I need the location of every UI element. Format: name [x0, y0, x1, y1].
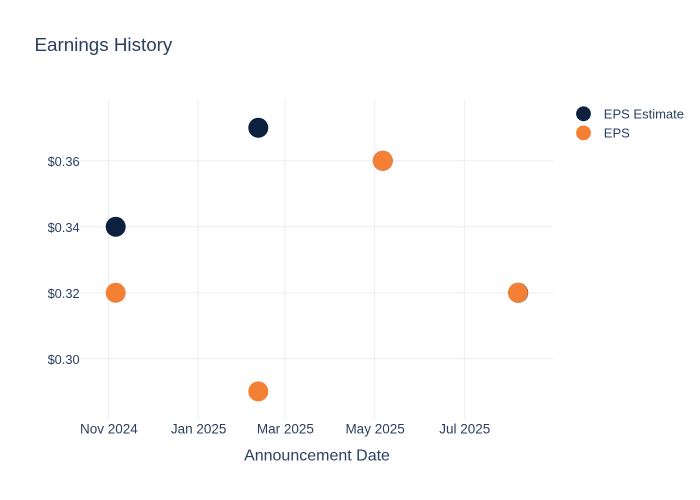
- svg-text:$0.32: $0.32: [48, 286, 80, 301]
- svg-text:$0.34: $0.34: [48, 220, 80, 235]
- svg-text:Jan 2025: Jan 2025: [171, 421, 227, 436]
- svg-text:Earnings History: Earnings History: [35, 34, 173, 55]
- svg-text:Announcement Date: Announcement Date: [244, 448, 390, 465]
- svg-text:EPS: EPS: [604, 126, 630, 141]
- svg-text:EPS Estimate: EPS Estimate: [604, 107, 684, 122]
- svg-text:Nov 2024: Nov 2024: [80, 421, 138, 436]
- svg-text:Mar 2025: Mar 2025: [257, 421, 314, 436]
- svg-text:$0.30: $0.30: [48, 352, 80, 367]
- svg-text:$0.36: $0.36: [48, 154, 80, 169]
- svg-text:Jul 2025: Jul 2025: [439, 421, 490, 436]
- svg-text:May 2025: May 2025: [345, 421, 404, 436]
